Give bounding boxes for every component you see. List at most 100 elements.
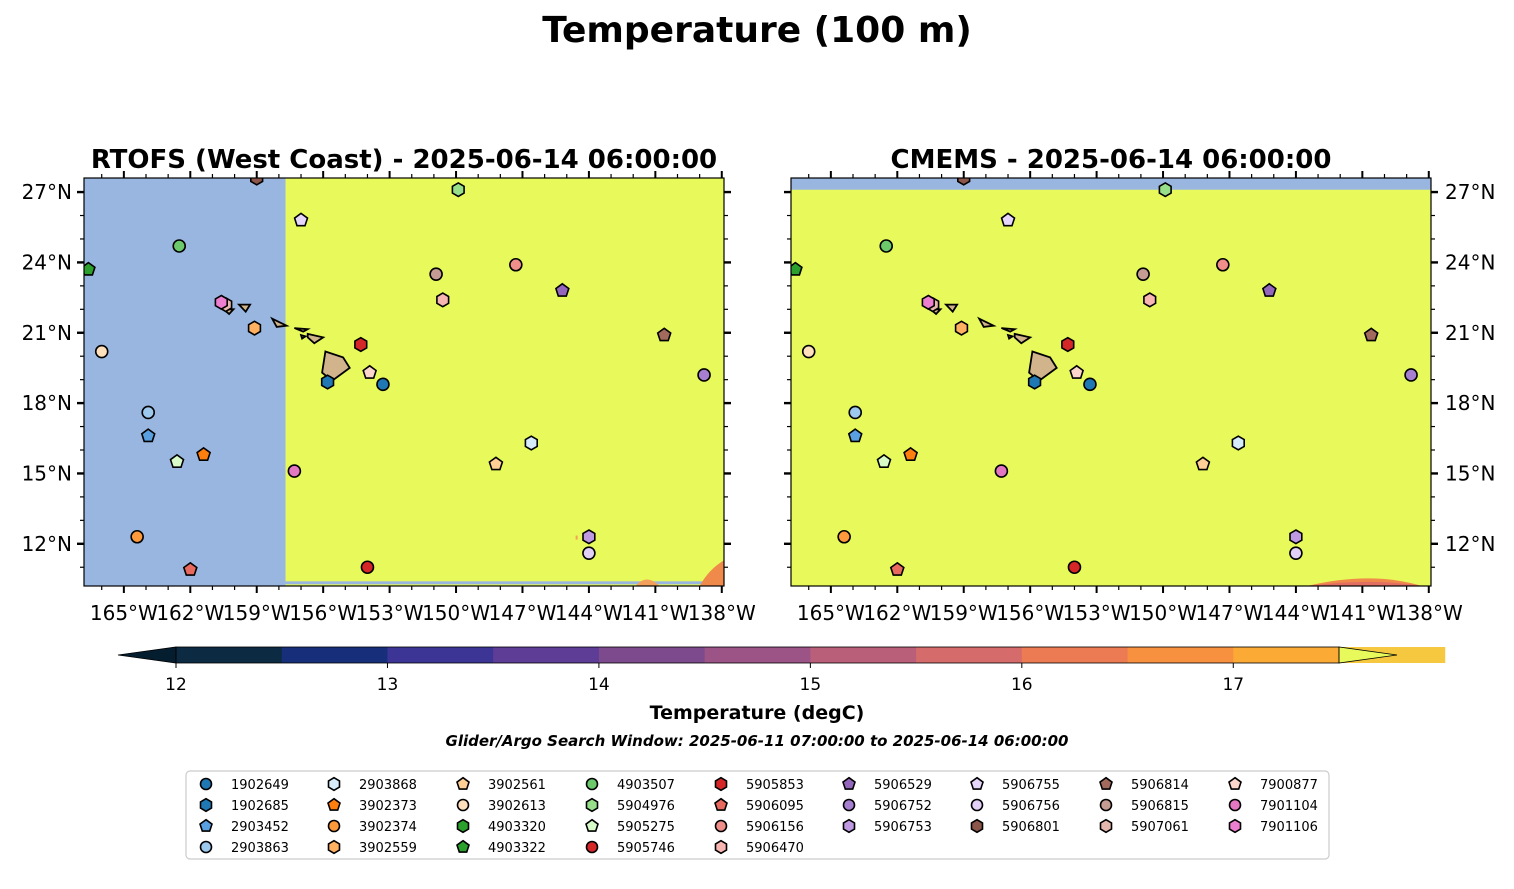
y-tick-label: 24°N	[1445, 250, 1495, 274]
colorbar-bin	[493, 647, 600, 663]
float-5906156	[1216, 257, 1230, 272]
float-7901104	[994, 464, 1009, 478]
float-5906753	[1289, 529, 1303, 545]
float-3902373	[196, 446, 212, 462]
float-5905853	[354, 336, 368, 353]
y-tick-label: 15°N	[1445, 461, 1495, 485]
float-4903322	[791, 261, 803, 276]
island	[306, 332, 326, 345]
legend-marker-5905853	[714, 776, 728, 792]
legend-label: 4903322	[488, 841, 546, 856]
cmems-map-panel: 165°W162°W159°W156°W153°W150°W147°W144°W…	[784, 145, 1495, 625]
float-5905746	[1067, 560, 1082, 575]
float-1902649	[376, 377, 390, 392]
legend-label: 2903868	[359, 778, 417, 793]
legend-label: 5906753	[874, 820, 932, 835]
panel-title: CMEMS - 2025-06-14 06:00:00	[891, 145, 1332, 175]
colorbar-bin	[916, 647, 1023, 663]
float-5906755	[1000, 212, 1016, 227]
colorbar-bin	[176, 647, 283, 663]
colorbar-under-arrow	[117, 646, 177, 664]
search-window-text: Glider/Argo Search Window: 2025-06-11 07…	[446, 732, 1069, 750]
float-7901104	[287, 464, 302, 478]
float-5906752	[1404, 368, 1418, 382]
float-1902649	[1083, 377, 1097, 392]
island	[1006, 333, 1015, 341]
legend-label: 3902374	[359, 820, 417, 835]
legend-label: 2903863	[231, 841, 289, 856]
legend-label: 1902685	[231, 799, 289, 814]
legend-label: 5905746	[617, 841, 675, 856]
x-tick-label: 141°W	[621, 601, 689, 625]
legend-label: 5907061	[1131, 820, 1189, 835]
x-tick-label: 156°W	[996, 601, 1064, 625]
float-5905746	[360, 560, 375, 575]
colorbar-tick-label: 13	[377, 675, 399, 695]
legend-label: 5906814	[1131, 778, 1189, 793]
float-5906755	[293, 212, 309, 227]
float-4903507	[172, 239, 187, 253]
legend-label: 4903320	[488, 820, 546, 835]
float-7901106	[921, 294, 936, 311]
colorbar-tick-label: 12	[165, 675, 187, 695]
float-5906815	[429, 267, 443, 281]
colorbar-bin	[281, 647, 388, 663]
no-data-region	[84, 178, 286, 586]
figure-title: Temperature (100 m)	[542, 10, 972, 51]
legend-label: 5906156	[746, 820, 804, 835]
legend-label: 3902559	[359, 841, 417, 856]
legend-label: 5906755	[1002, 778, 1060, 793]
no-data-strip	[285, 581, 724, 585]
x-tick-label: 150°W	[422, 601, 490, 625]
colorbar-tick-label: 14	[588, 675, 610, 695]
island	[1013, 332, 1033, 345]
legend-marker-3902613	[456, 798, 470, 812]
x-tick-label: 159°W	[930, 601, 998, 625]
y-tick-label: 27°N	[1445, 180, 1495, 204]
temperature-field	[791, 178, 1431, 586]
float-3902559	[954, 320, 969, 336]
colorbar-label: Temperature (degC)	[650, 702, 865, 724]
colorbar-frame	[175, 646, 1340, 664]
float-3902613	[801, 344, 816, 359]
colorbar-tick-label: 17	[1222, 675, 1244, 695]
x-tick-label: 141°W	[1328, 601, 1396, 625]
legend-marker-1902685	[199, 797, 213, 813]
colorbar-bin	[810, 647, 917, 663]
legend-label: 5906801	[1002, 820, 1060, 835]
float-5904976	[451, 181, 465, 198]
float-5906756	[1289, 546, 1303, 560]
colorbar-bin	[387, 647, 494, 663]
colorbar-tick-label: 15	[800, 675, 822, 695]
legend-label: 7900877	[1260, 778, 1318, 793]
x-tick-label: 150°W	[1129, 601, 1197, 625]
float-2903452	[847, 428, 863, 443]
legend-marker-3902373	[327, 797, 341, 811]
float-legend: 1902649 1902685 2903452 2903863 2903868 39023…	[185, 770, 1330, 860]
colorbar-tick-label: 16	[1011, 675, 1033, 695]
float-4903322	[84, 261, 96, 276]
x-tick-label: 144°W	[555, 601, 623, 625]
float-5906156	[509, 257, 523, 272]
float-3902374	[130, 529, 144, 544]
float-7900877	[362, 364, 378, 379]
x-tick-label: 162°W	[863, 601, 931, 625]
colorbar-bin	[1233, 647, 1340, 663]
legend-label: 5906756	[1002, 799, 1060, 814]
legend-marker-3902374	[327, 819, 341, 833]
float-2903863	[848, 405, 863, 420]
float-5906753	[582, 529, 596, 545]
legend-marker-7901104	[1228, 798, 1242, 812]
float-3902559	[247, 320, 262, 336]
float-5905853	[1061, 336, 1075, 353]
float-5906470	[1143, 292, 1157, 308]
legend-label: 3902373	[359, 799, 417, 814]
float-5906801	[956, 178, 971, 186]
x-tick-label: 156°W	[289, 601, 357, 625]
island	[1001, 327, 1018, 333]
float-1902685	[1027, 374, 1042, 390]
legend-marker-1902649	[199, 777, 213, 791]
x-tick-label: 153°W	[356, 601, 424, 625]
cool-water-patch	[635, 579, 660, 586]
